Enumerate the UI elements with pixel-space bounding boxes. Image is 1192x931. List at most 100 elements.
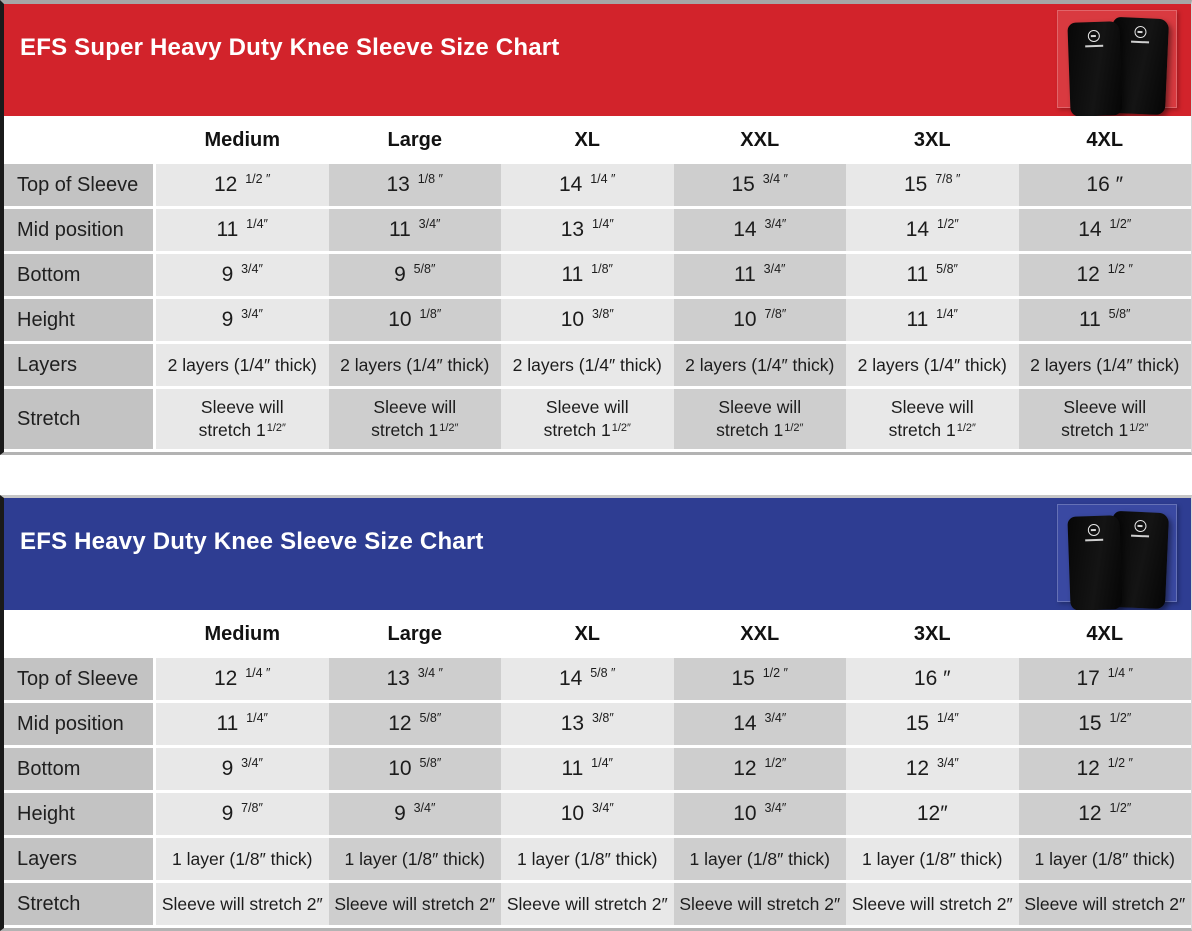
table-row: Top of Sleeve 12 1/2 ″ 13 1/8 ″ 14 1/4 ″ 15 … bbox=[4, 164, 1191, 206]
size-value-cell: 12 5/8″ bbox=[328, 703, 501, 745]
column-header-large: Large bbox=[328, 613, 501, 655]
size-value-cell: 12 1/4 ″ bbox=[156, 658, 329, 700]
size-value-cell: Sleeve will stretch 11/2″ bbox=[673, 389, 846, 449]
row-label: Bottom bbox=[4, 254, 156, 296]
row-label: Top of Sleeve bbox=[4, 164, 156, 206]
table-row: Height 9 3/4″ 10 1/8″ 10 3/8″ 10 7/8″ 11 1/4″… bbox=[4, 299, 1191, 341]
row-label: Height bbox=[4, 793, 156, 835]
size-value-cell: 10 1/8″ bbox=[328, 299, 501, 341]
size-value-cell: 15 7/8 ″ bbox=[846, 164, 1019, 206]
size-value-cell: 16 ″ bbox=[846, 658, 1019, 700]
size-value-cell: 11 1/8″ bbox=[501, 254, 674, 296]
size-value-cell: 1 layer (1/8″ thick) bbox=[673, 838, 846, 880]
size-table: Medium Large XL XXL 3XL 4XL Top of Sleeve 12 1/… bbox=[4, 116, 1191, 452]
size-value-cell: 13 1/4″ bbox=[501, 209, 674, 251]
size-value-cell: Sleeve will stretch 2″ bbox=[846, 883, 1019, 925]
size-value-cell: Sleeve will stretch 2″ bbox=[156, 883, 329, 925]
brand-wordmark bbox=[1085, 44, 1104, 48]
chart-title: EFS Super Heavy Duty Knee Sleeve Size Ch… bbox=[20, 34, 560, 61]
size-value-cell: 17 1/4 ″ bbox=[1018, 658, 1191, 700]
table-row: Layers 1 layer (1/8″ thick) 1 layer (1/8″ … bbox=[4, 838, 1191, 880]
row-label: Layers bbox=[4, 838, 156, 880]
size-value-cell: 15 1/2 ″ bbox=[673, 658, 846, 700]
size-value-cell: 10 3/8″ bbox=[501, 299, 674, 341]
table-row: Height 9 7/8″ 9 3/4″ 10 3/4″ 10 3/4″ 12″ 12 1/… bbox=[4, 793, 1191, 835]
size-value-cell: 13 1/8 ″ bbox=[328, 164, 501, 206]
corner-cell bbox=[4, 613, 156, 655]
size-value-cell: 10 7/8″ bbox=[673, 299, 846, 341]
size-value-cell: 14 1/2″ bbox=[1018, 209, 1191, 251]
size-value-cell: 13 3/4 ″ bbox=[328, 658, 501, 700]
row-label: Top of Sleeve bbox=[4, 658, 156, 700]
brand-logo-icon bbox=[1134, 519, 1147, 533]
row-label: Stretch bbox=[4, 389, 156, 449]
knee-sleeves-photo bbox=[1057, 10, 1177, 116]
super-heavy-duty-size-chart: EFS Super Heavy Duty Knee Sleeve Size Ch… bbox=[0, 0, 1192, 455]
size-value-cell: 15 1/4″ bbox=[846, 703, 1019, 745]
size-value-cell: 9 3/4″ bbox=[156, 748, 329, 790]
heavy-duty-header-band: EFS Heavy Duty Knee Sleeve Size Chart bbox=[4, 498, 1191, 610]
chart-title: EFS Heavy Duty Knee Sleeve Size Chart bbox=[20, 528, 484, 555]
column-header-row: Medium Large XL XXL 3XL 4XL bbox=[4, 119, 1191, 161]
row-label: Mid position bbox=[4, 209, 156, 251]
size-value-cell: 9 3/4″ bbox=[156, 299, 329, 341]
brand-logo-icon bbox=[1087, 523, 1101, 537]
column-header-medium: Medium bbox=[156, 119, 329, 161]
size-value-cell: 2 layers (1/4″ thick) bbox=[673, 344, 846, 386]
column-header-xl: XL bbox=[501, 613, 674, 655]
size-value-cell: 12 1/2″ bbox=[1018, 793, 1191, 835]
size-value-cell: 1 layer (1/8″ thick) bbox=[156, 838, 329, 880]
size-value-cell: 12″ bbox=[846, 793, 1019, 835]
row-label: Layers bbox=[4, 344, 156, 386]
size-value-cell: 9 3/4″ bbox=[328, 793, 501, 835]
table-row: Stretch Sleeve will stretch 11/2″ Sleeve wi… bbox=[4, 389, 1191, 449]
size-value-cell: Sleeve will stretch 2″ bbox=[1018, 883, 1191, 925]
size-value-cell: 15 1/2″ bbox=[1018, 703, 1191, 745]
size-value-cell: 12 1/2 ″ bbox=[1018, 254, 1191, 296]
size-value-cell: 14 1/2″ bbox=[846, 209, 1019, 251]
size-table: Medium Large XL XXL 3XL 4XL Top of Sleeve 12 1/… bbox=[4, 610, 1191, 928]
size-value-cell: 14 3/4″ bbox=[673, 703, 846, 745]
size-value-cell: 1 layer (1/8″ thick) bbox=[846, 838, 1019, 880]
table-row: Mid position 11 1/4″ 11 3/4″ 13 1/4″ 14 3/4″… bbox=[4, 209, 1191, 251]
row-label: Bottom bbox=[4, 748, 156, 790]
size-value-cell: 12 1/2 ″ bbox=[156, 164, 329, 206]
table-row: Layers 2 layers (1/4″ thick) 2 layers (1/4… bbox=[4, 344, 1191, 386]
corner-cell bbox=[4, 119, 156, 161]
row-label: Mid position bbox=[4, 703, 156, 745]
size-value-cell: 12 1/2″ bbox=[673, 748, 846, 790]
size-value-cell: 11 1/4″ bbox=[156, 703, 329, 745]
size-value-cell: 11 3/4″ bbox=[328, 209, 501, 251]
knee-sleeves-photo bbox=[1057, 504, 1177, 610]
table-row: Bottom 9 3/4″ 9 5/8″ 11 1/8″ 11 3/4″ 11 5/8″ 1… bbox=[4, 254, 1191, 296]
size-value-cell: 13 3/8″ bbox=[501, 703, 674, 745]
size-value-cell: 10 3/4″ bbox=[501, 793, 674, 835]
size-value-cell: 2 layers (1/4″ thick) bbox=[846, 344, 1019, 386]
size-value-cell: 11 1/4″ bbox=[156, 209, 329, 251]
row-label: Stretch bbox=[4, 883, 156, 925]
size-value-cell: Sleeve will stretch 2″ bbox=[673, 883, 846, 925]
brand-logo-icon bbox=[1134, 25, 1147, 39]
table-row: Top of Sleeve 12 1/4 ″ 13 3/4 ″ 14 5/8 ″ 15 … bbox=[4, 658, 1191, 700]
table-row: Bottom 9 3/4″ 10 5/8″ 11 1/4″ 12 1/2″ 12 3/4″… bbox=[4, 748, 1191, 790]
size-value-cell: Sleeve will stretch 11/2″ bbox=[846, 389, 1019, 449]
brand-wordmark bbox=[1131, 534, 1150, 538]
column-header-medium: Medium bbox=[156, 613, 329, 655]
size-value-cell: 9 3/4″ bbox=[156, 254, 329, 296]
size-value-cell: 2 layers (1/4″ thick) bbox=[328, 344, 501, 386]
brand-logo-icon bbox=[1087, 29, 1101, 43]
table-row: Stretch Sleeve will stretch 2″ Sleeve will… bbox=[4, 883, 1191, 925]
size-value-cell: 11 5/8″ bbox=[1018, 299, 1191, 341]
column-header-4xl: 4XL bbox=[1018, 613, 1191, 655]
size-value-cell: 9 7/8″ bbox=[156, 793, 329, 835]
size-value-cell: 9 5/8″ bbox=[328, 254, 501, 296]
size-value-cell: 10 3/4″ bbox=[673, 793, 846, 835]
size-value-cell: Sleeve will stretch 2″ bbox=[501, 883, 674, 925]
size-value-cell: Sleeve will stretch 2″ bbox=[328, 883, 501, 925]
column-header-xl: XL bbox=[501, 119, 674, 161]
size-value-cell: Sleeve will stretch 11/2″ bbox=[501, 389, 674, 449]
column-header-3xl: 3XL bbox=[846, 119, 1019, 161]
size-value-cell: 14 5/8 ″ bbox=[501, 658, 674, 700]
column-header-xxl: XXL bbox=[673, 119, 846, 161]
